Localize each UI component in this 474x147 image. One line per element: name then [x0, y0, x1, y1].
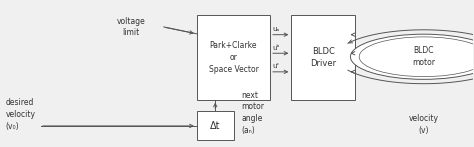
Text: BLDC
Driver: BLDC Driver	[310, 47, 337, 68]
Text: voltage
limit: voltage limit	[116, 16, 145, 37]
FancyBboxPatch shape	[292, 15, 355, 100]
Text: BLDC
motor: BLDC motor	[412, 46, 435, 67]
Text: uᶜ: uᶜ	[272, 63, 279, 69]
Text: velocity
(v): velocity (v)	[409, 114, 438, 135]
Text: desired
velocity
(v₀): desired velocity (v₀)	[5, 98, 36, 131]
FancyBboxPatch shape	[197, 111, 234, 141]
FancyBboxPatch shape	[197, 15, 270, 100]
Text: next
motor
angle
(aₙ): next motor angle (aₙ)	[242, 91, 264, 135]
Circle shape	[350, 34, 474, 79]
Text: Park+Clarke
or
Space Vector: Park+Clarke or Space Vector	[209, 41, 258, 74]
Text: Δt: Δt	[210, 121, 220, 131]
Text: uₐ: uₐ	[272, 26, 279, 32]
Text: uᵇ: uᵇ	[272, 45, 280, 51]
